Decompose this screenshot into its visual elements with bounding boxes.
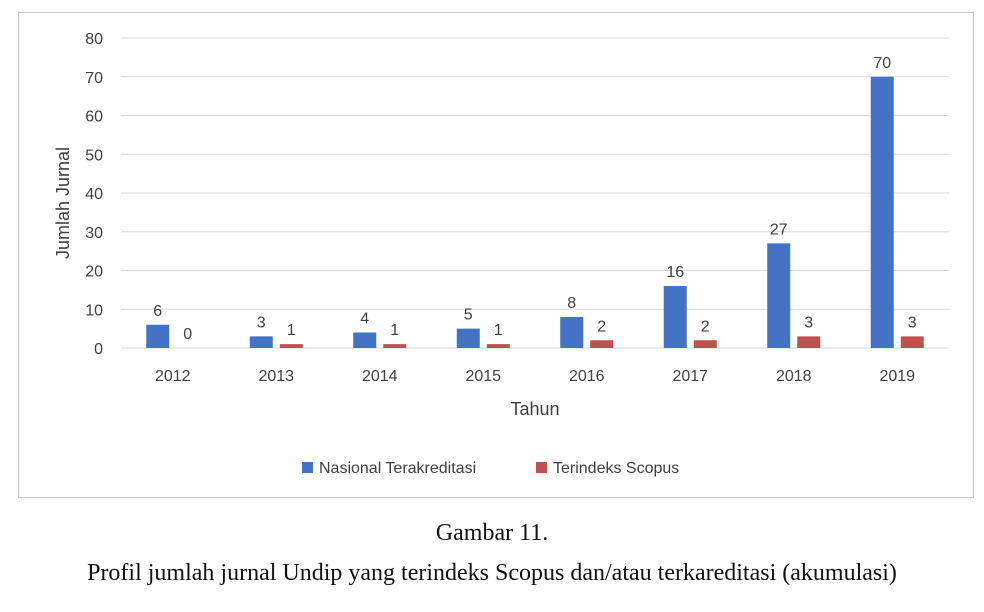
data-label: 0	[183, 326, 192, 343]
data-label: 8	[567, 295, 576, 312]
y-tick-label: 20	[85, 264, 103, 281]
data-label: 27	[770, 221, 788, 238]
x-tick-label: 2014	[362, 368, 398, 385]
data-label: 4	[360, 311, 369, 328]
bar-nasional	[249, 336, 273, 348]
data-label: 1	[494, 322, 503, 339]
x-tick-label: 2016	[569, 368, 605, 385]
legend-label: Nasional Terakreditasi	[319, 460, 476, 477]
y-tick-label: 30	[85, 225, 103, 242]
data-label: 6	[153, 303, 162, 320]
bar-nasional	[560, 317, 584, 348]
bar-nasional	[767, 243, 791, 348]
bar-scopus	[900, 336, 924, 348]
data-label: 3	[804, 314, 813, 331]
data-label: 16	[666, 264, 684, 281]
bar-scopus	[383, 344, 407, 348]
y-tick-label: 70	[85, 70, 103, 87]
chart-frame: 0 10 20 30 40 50 60 70 80 6 0 2012 3 1 2013 4 1 2014 5 1 201…	[18, 12, 974, 498]
y-axis-title: Jumlah Jurnal	[53, 147, 73, 259]
bar-nasional	[870, 76, 894, 348]
bar-scopus	[797, 336, 821, 348]
y-tick-label: 50	[85, 147, 103, 164]
x-tick-label: 2017	[672, 368, 708, 385]
bar-scopus	[486, 344, 510, 348]
data-label: 3	[257, 314, 266, 331]
y-tick-label: 40	[85, 186, 103, 203]
x-tick-label: 2019	[879, 368, 915, 385]
y-tick-label: 0	[94, 341, 103, 358]
bar-scopus	[693, 340, 717, 348]
figure-caption-title: Profil jumlah jurnal Undip yang terindek…	[87, 560, 897, 586]
y-tick-label: 60	[85, 109, 103, 126]
bar-scopus	[279, 344, 303, 348]
data-label: 3	[908, 314, 917, 331]
data-label: 1	[390, 322, 399, 339]
y-tick-label: 80	[85, 31, 103, 48]
data-label: 5	[464, 307, 473, 324]
x-tick-label: 2012	[155, 368, 191, 385]
legend-swatch	[302, 462, 313, 473]
bar-nasional	[353, 332, 377, 348]
data-label: 70	[873, 55, 891, 72]
x-tick-label: 2013	[258, 368, 294, 385]
x-axis-title: Tahun	[510, 399, 559, 419]
legend-label: Terindeks Scopus	[553, 460, 679, 477]
figure-caption-number: Gambar 11.	[435, 520, 549, 546]
data-label: 1	[287, 322, 296, 339]
x-tick-label: 2015	[465, 368, 501, 385]
bar-nasional	[146, 324, 170, 348]
legend-swatch	[536, 462, 547, 473]
bar-nasional	[663, 286, 687, 348]
data-label: 2	[701, 318, 710, 335]
x-tick-label: 2018	[776, 368, 812, 385]
bar-nasional	[456, 328, 480, 348]
y-tick-label: 10	[85, 302, 103, 319]
bar-scopus	[590, 340, 614, 348]
data-label: 2	[597, 318, 606, 335]
